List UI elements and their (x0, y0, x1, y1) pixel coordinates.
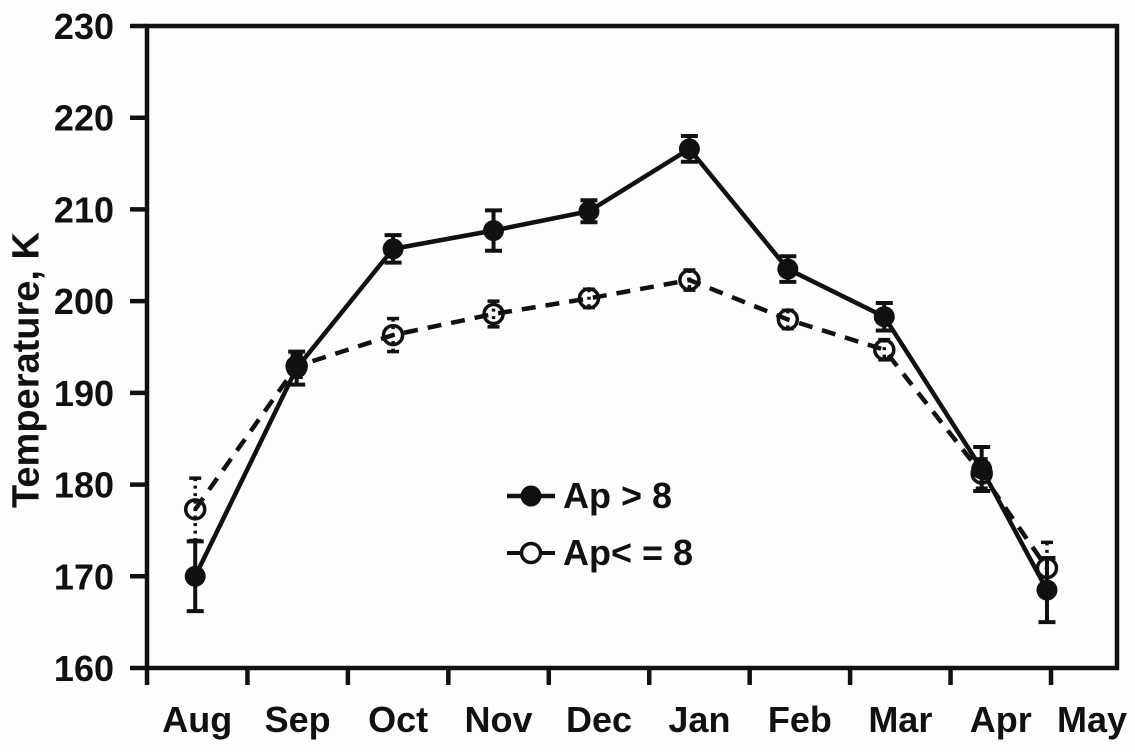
y-tick-label: 220 (54, 98, 114, 139)
data-point-filled (971, 458, 993, 480)
data-point-filled (578, 200, 600, 222)
y-axis-title: Temperature, K (5, 232, 48, 508)
data-point-filled (873, 306, 895, 328)
data-point-filled (678, 138, 700, 160)
y-tick-label: 160 (54, 648, 114, 689)
series-ap-le-8-line (193, 277, 1049, 570)
x-tick-label: Jan (668, 699, 730, 740)
legend-label-ap-gt-8: Ap > 8 (563, 475, 673, 516)
x-tick-label: May (1057, 699, 1127, 740)
data-point-open (776, 308, 800, 331)
y-tick-label: 170 (54, 556, 114, 597)
x-tick-label: Aug (162, 699, 232, 740)
open-circle-dashed-line-icon (507, 541, 555, 565)
x-tick-label: Apr (970, 699, 1032, 740)
data-point-filled (286, 357, 308, 379)
legend: Ap > 8 Ap< = 8 (506, 474, 693, 588)
y-tick-label: 180 (54, 465, 114, 506)
x-tick-label: Mar (868, 699, 932, 740)
data-point-filled (382, 238, 404, 260)
data-point-filled (777, 258, 799, 280)
legend-label-ap-le-8: Ap< = 8 (563, 532, 694, 573)
x-tick-label: Nov (465, 699, 533, 740)
data-point-open (577, 287, 601, 310)
data-point-open (381, 323, 405, 347)
y-tick-label: 190 (54, 373, 114, 414)
plot-border (144, 23, 1120, 671)
filled-circle-solid-line-icon (507, 485, 555, 507)
x-tick-label: Oct (368, 699, 428, 740)
y-tick-label: 200 (54, 281, 114, 322)
x-tick-label: Sep (265, 699, 331, 740)
data-point-open (183, 498, 207, 521)
legend-item-ap-gt-8: Ap > 8 (506, 474, 693, 518)
y-tick-label: 230 (54, 6, 114, 47)
data-point-open (678, 268, 701, 292)
series-ap-gt-8-line (193, 145, 1049, 592)
data-point-filled (483, 220, 505, 242)
data-point-open (873, 338, 896, 362)
data-point-open (482, 302, 505, 326)
x-tick-label: Dec (566, 699, 632, 740)
data-point-filled (184, 565, 206, 587)
x-tick-label: Feb (768, 699, 832, 740)
y-tick-label: 210 (54, 189, 114, 230)
data-point-filled (1036, 579, 1058, 601)
legend-item-ap-le-8: Ap< = 8 (506, 531, 693, 575)
